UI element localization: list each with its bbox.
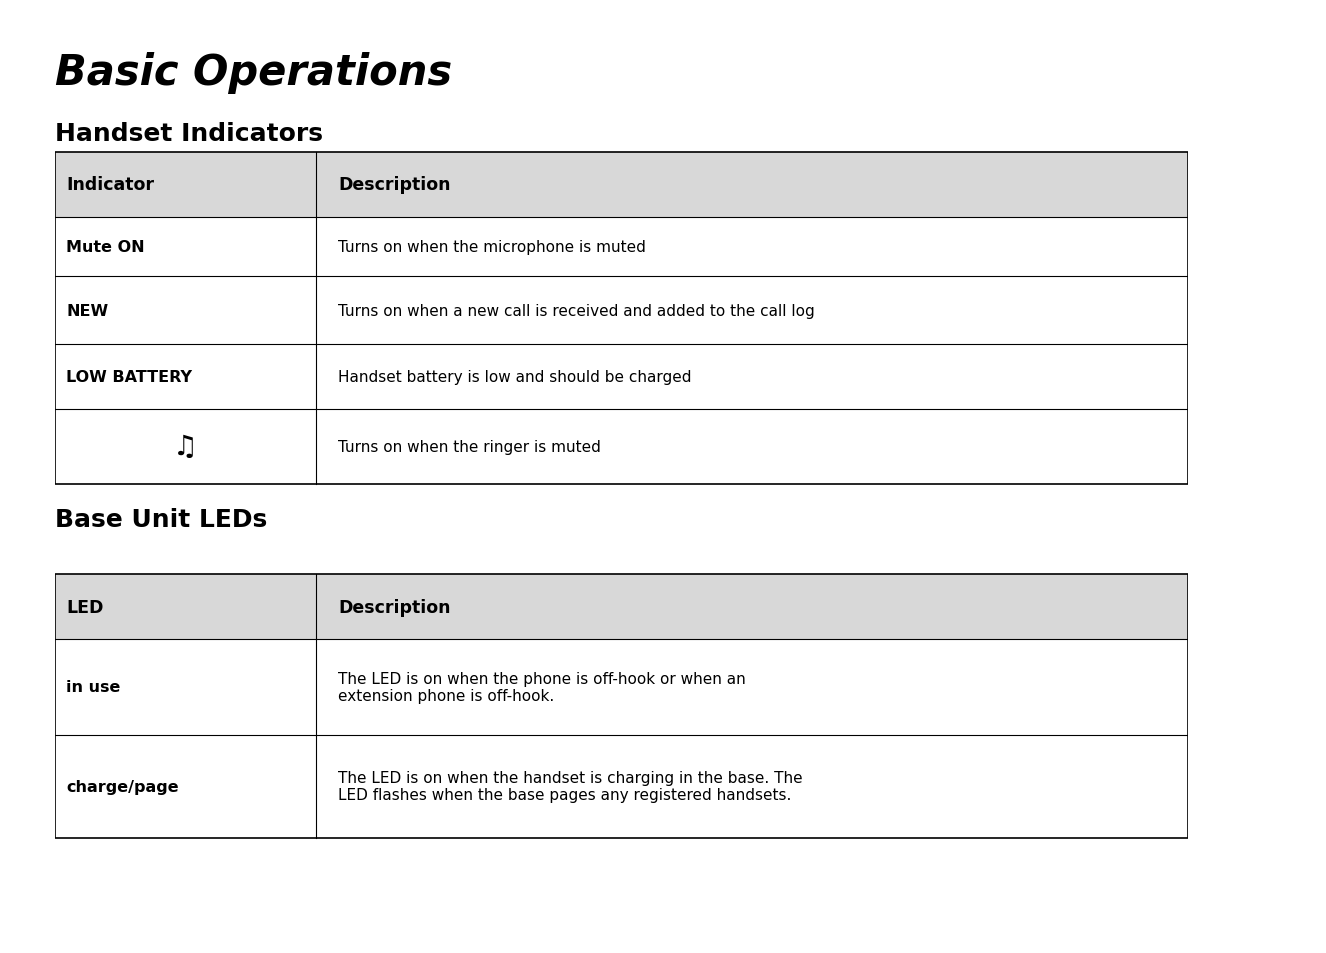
Bar — [54, 575, 1188, 639]
Text: MD4260 User Guide: MD4260 User Guide — [1245, 260, 1282, 693]
Text: Mute ON: Mute ON — [66, 239, 145, 254]
Bar — [54, 575, 1188, 838]
Text: NEW: NEW — [66, 303, 109, 318]
Text: Handset Indicators: Handset Indicators — [54, 122, 324, 146]
Bar — [54, 152, 1188, 217]
Text: Description: Description — [338, 176, 451, 193]
Text: charge/page: charge/page — [66, 779, 179, 794]
Text: Turns on when the microphone is muted: Turns on when the microphone is muted — [338, 239, 646, 254]
Text: The LED is on when the handset is charging in the base. The
LED flashes when the: The LED is on when the handset is chargi… — [338, 770, 802, 802]
Text: 11: 11 — [1246, 902, 1281, 927]
Text: Base Unit LEDs: Base Unit LEDs — [54, 508, 268, 532]
Bar — [54, 152, 1188, 484]
Text: Turns on when a new call is received and added to the call log: Turns on when a new call is received and… — [338, 303, 815, 318]
Text: in use: in use — [66, 679, 121, 695]
Text: Indicator: Indicator — [66, 176, 154, 193]
Text: Handset battery is low and should be charged: Handset battery is low and should be cha… — [338, 370, 692, 385]
Text: ♫: ♫ — [172, 433, 198, 461]
Text: Description: Description — [338, 598, 451, 616]
Text: The LED is on when the phone is off-hook or when an
extension phone is off-hook.: The LED is on when the phone is off-hook… — [338, 671, 747, 703]
Text: Turns on when the ringer is muted: Turns on when the ringer is muted — [338, 439, 601, 455]
Text: LOW BATTERY: LOW BATTERY — [66, 370, 192, 385]
Text: Basic Operations: Basic Operations — [54, 52, 452, 94]
Text: LED: LED — [66, 598, 103, 616]
